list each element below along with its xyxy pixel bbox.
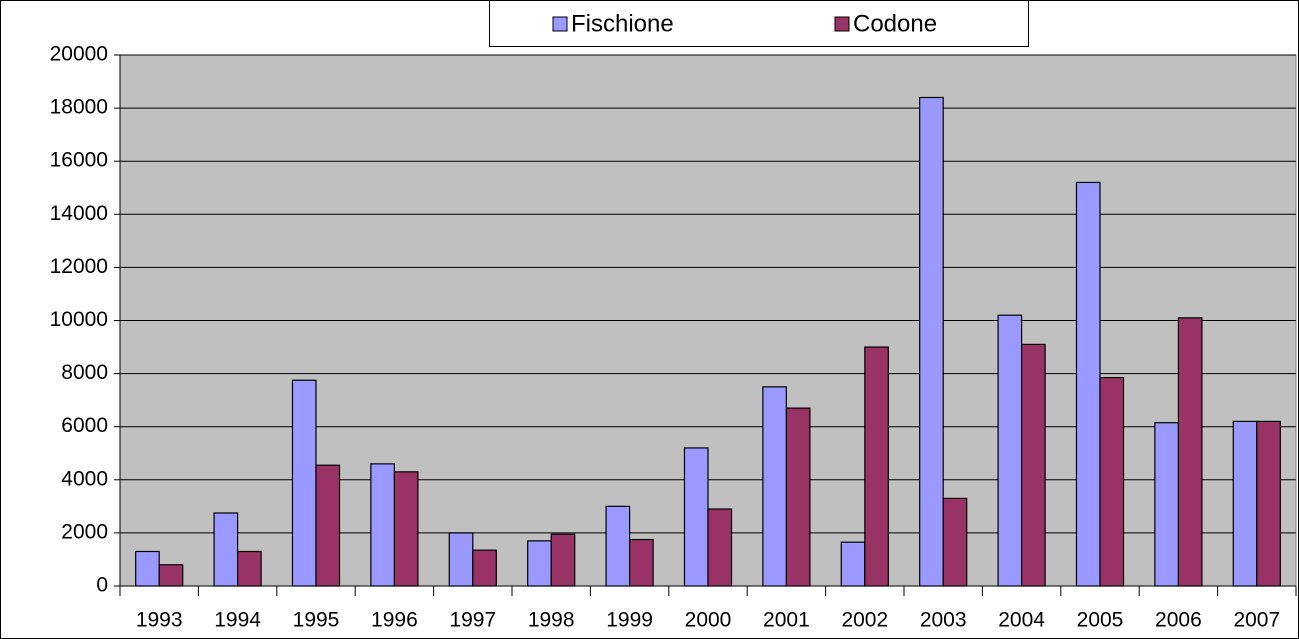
y-tick-label: 10000	[50, 308, 108, 331]
bar	[683, 447, 709, 587]
bar	[213, 512, 239, 587]
bar	[707, 508, 733, 587]
bar	[1154, 422, 1180, 587]
bar	[237, 550, 262, 587]
bar	[840, 541, 866, 587]
x-tick-label: 2000	[685, 609, 732, 632]
bar	[762, 386, 788, 587]
bar	[448, 532, 474, 587]
x-tick-label: 2006	[1155, 609, 1202, 632]
bar	[370, 463, 396, 587]
y-tick-label: 20000	[50, 43, 108, 66]
bar	[1232, 420, 1258, 587]
x-tick-label: 1994	[214, 609, 261, 632]
x-tick-label: 1999	[606, 609, 653, 632]
x-tick-label: 2001	[763, 609, 810, 632]
bar	[291, 379, 317, 587]
legend	[489, 0, 1029, 47]
bar	[315, 464, 341, 587]
y-tick-label: 0	[96, 574, 108, 597]
y-tick-label: 18000	[50, 96, 108, 119]
bar	[997, 314, 1023, 587]
y-tick-label: 6000	[61, 414, 108, 437]
bar	[527, 540, 552, 587]
bar	[550, 533, 576, 587]
bar	[864, 346, 889, 587]
bar	[472, 549, 497, 587]
x-tick-label: 1998	[528, 609, 575, 632]
bar	[1075, 181, 1101, 587]
y-tick-label: 16000	[50, 149, 108, 172]
bar	[919, 96, 944, 587]
x-tick-label: 2003	[920, 609, 967, 632]
bar	[1020, 343, 1046, 587]
y-tick-label: 14000	[50, 202, 108, 225]
legend-label: Fischione	[571, 10, 674, 37]
bar	[1099, 376, 1125, 587]
x-tick-label: 1995	[293, 609, 340, 632]
bar	[605, 505, 631, 587]
x-tick-label: 2007	[1233, 609, 1280, 632]
y-tick-label: 12000	[50, 255, 108, 278]
y-tick-label: 2000	[61, 520, 108, 543]
bar	[1256, 420, 1281, 587]
bar	[942, 497, 968, 587]
x-tick-label: 2004	[998, 609, 1045, 632]
x-tick-label: 1997	[449, 609, 496, 632]
bar	[135, 550, 160, 587]
y-tick-label: 8000	[61, 361, 108, 384]
legend-label: Codone	[853, 10, 937, 37]
legend-swatch	[552, 16, 568, 32]
x-tick-label: 2005	[1077, 609, 1124, 632]
x-tick-label: 1996	[371, 609, 418, 632]
legend-swatch	[834, 16, 850, 32]
bar	[628, 538, 654, 587]
bar	[393, 471, 419, 587]
bar	[785, 407, 811, 587]
bar	[158, 564, 184, 587]
x-tick-label: 2002	[841, 609, 888, 632]
y-tick-label: 4000	[61, 467, 108, 490]
legend-box	[489, 0, 1029, 47]
bar	[1177, 317, 1203, 587]
x-tick-label: 1993	[136, 609, 183, 632]
